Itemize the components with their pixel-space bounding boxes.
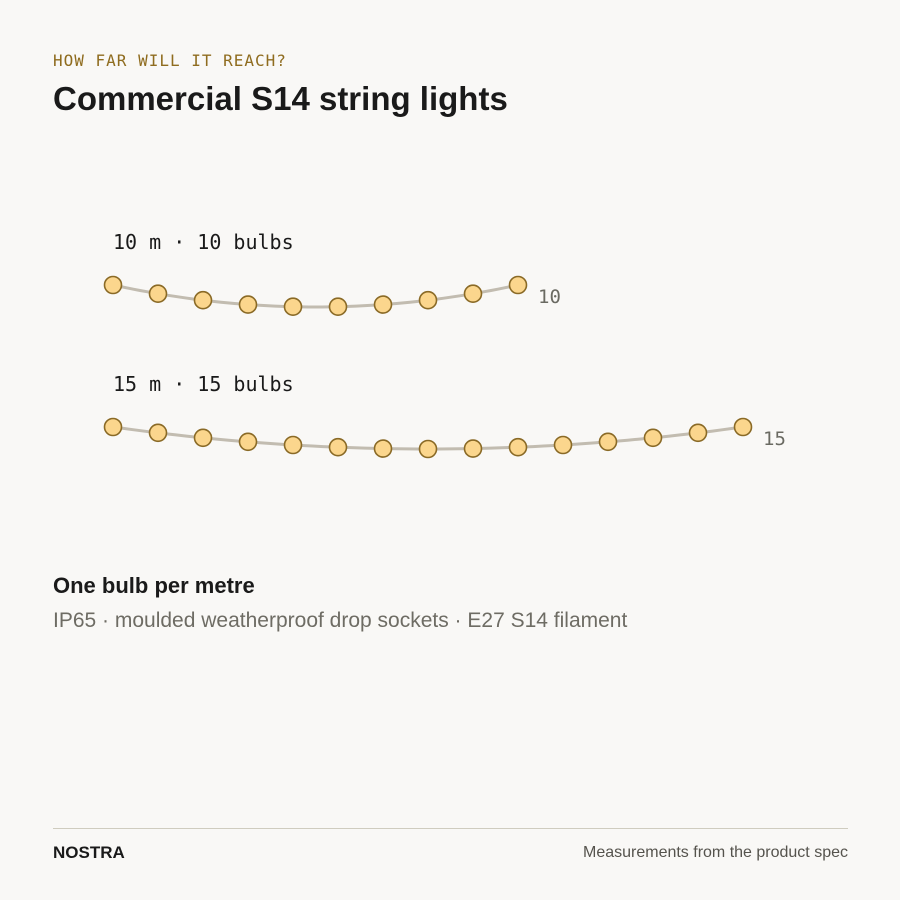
bulb-icon [418,290,438,310]
bulb-icon [463,284,483,304]
string-wire [111,283,520,309]
bulb-icon [373,439,393,458]
bulb-icon [283,435,303,455]
tagline: One bulb per metre [53,573,255,598]
bulb-icon [148,423,168,443]
brand-name: NOSTRA [53,843,125,862]
bulb-icon [373,295,393,314]
bulb-icon [193,290,213,310]
bulb-icon [103,417,123,437]
bulb-icon [553,435,573,455]
bulb-icon [328,297,348,317]
page-title: Commercial S14 string lights [53,80,508,117]
light-string-2: 15 m · 15 bulbs 15 [103,372,786,459]
bulb-icon [643,428,663,448]
bulb-icon [508,275,528,295]
string-label: 15 m · 15 bulbs [113,372,294,396]
bulb-icon [508,437,528,457]
bulb-icon [283,297,303,317]
spec-line: IP65 · moulded weatherproof drop sockets… [53,609,628,632]
bulb-icon [418,439,438,459]
footer-divider [53,828,848,829]
bulb-icon [463,439,483,458]
light-string-1: 10 m · 10 bulbs 10 [103,230,561,317]
bulb-icon [103,275,123,295]
bulb-icon [688,423,708,443]
source-note: Measurements from the product spec [582,844,848,861]
bulb-icon [733,417,753,437]
bulb-icon [148,284,168,304]
bulb-count-label: 10 [538,286,561,308]
eyebrow-heading: HOW FAR WILL IT REACH? [53,51,287,70]
bulb-icon [598,432,618,452]
bulb-icon [328,437,348,457]
bulb-count-label: 15 [763,428,786,450]
bulb-icon [193,428,213,448]
string-lights-illustration: 10 m · 10 bulbs 10 15 m · 15 bulbs 15 [103,230,786,459]
bulb-icon [238,432,258,452]
string-label: 10 m · 10 bulbs [113,230,294,254]
bulb-icon [238,295,258,314]
